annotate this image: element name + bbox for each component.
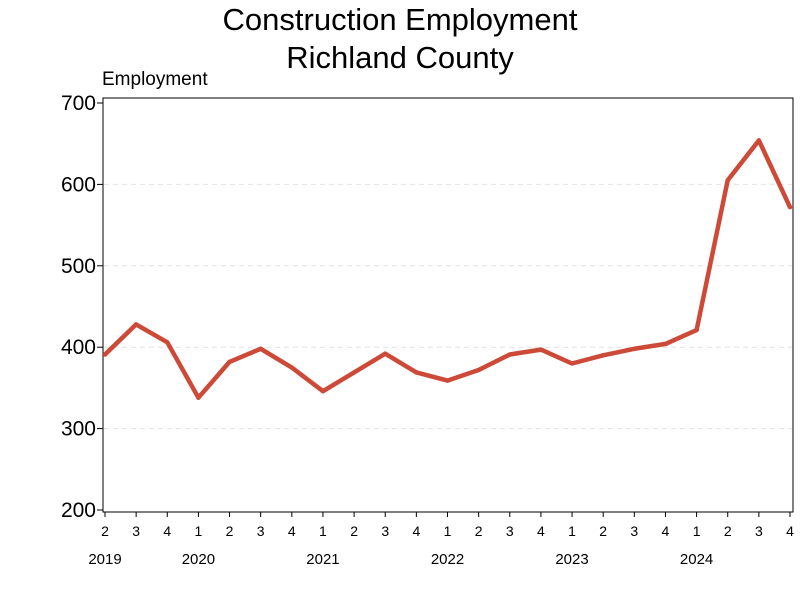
x-axis: 2 3 4 1 2 3 4 1 2 3 4 1 2 3 4 1 2 3 4 1 2 3 4 2019 2020 2021 2022 2… <box>88 512 794 568</box>
data-point <box>600 353 606 358</box>
data-point <box>476 367 481 373</box>
data-point <box>414 370 419 375</box>
data-point <box>538 347 544 352</box>
x-tick-label: 3 <box>257 523 265 539</box>
y-tick-label: 700 <box>61 92 96 115</box>
x-tick-label: 3 <box>506 523 514 539</box>
data-point <box>694 327 699 333</box>
x-tick-label: 1 <box>319 523 327 539</box>
data-point <box>445 378 450 383</box>
data-point <box>663 341 668 347</box>
x-tick-label: 4 <box>412 523 420 539</box>
y-tick-label: 200 <box>61 499 96 522</box>
x-tick-label: 4 <box>288 523 296 539</box>
year-label: 2020 <box>182 551 215 568</box>
data-point <box>569 361 575 366</box>
data-point <box>289 365 295 370</box>
data-point <box>351 370 357 375</box>
x-tick-label: 4 <box>786 523 794 539</box>
y-tick-label: 400 <box>61 336 96 359</box>
y-axis: 200 300 400 500 600 700 <box>61 92 103 522</box>
x-tick-label: 3 <box>755 523 763 539</box>
plot-frame <box>102 97 794 513</box>
data-point <box>320 388 326 394</box>
x-tick-label: 1 <box>693 523 701 539</box>
data-point <box>165 340 170 345</box>
x-tick-label: 4 <box>662 523 670 539</box>
x-tick-label: 2 <box>350 523 358 539</box>
chart-title-line-2: Richland County <box>286 40 514 75</box>
year-label: 2021 <box>306 551 339 568</box>
x-tick-label: 1 <box>444 523 452 539</box>
x-tick-label: 2 <box>724 523 732 539</box>
data-point <box>725 178 730 183</box>
year-label: 2023 <box>555 551 588 568</box>
x-tick-label: 4 <box>163 523 171 539</box>
x-tick-label: 1 <box>568 523 576 539</box>
series-layer <box>102 138 793 400</box>
x-tick-label: 1 <box>195 523 203 539</box>
x-tick-label: 2 <box>599 523 607 539</box>
data-point <box>756 138 762 143</box>
y-axis-label: Employment <box>102 69 208 90</box>
data-point <box>133 322 139 327</box>
x-tick-label: 3 <box>630 523 638 539</box>
gridlines <box>104 183 792 430</box>
data-point <box>787 204 793 210</box>
y-tick-label: 600 <box>61 173 96 196</box>
data-point <box>227 359 232 365</box>
data-point <box>632 346 637 352</box>
data-point <box>258 346 263 352</box>
x-tick-label: 2 <box>475 523 483 539</box>
x-tick-label: 2 <box>226 523 234 539</box>
data-point <box>102 352 108 357</box>
year-label: 2024 <box>680 551 713 568</box>
x-tick-label: 3 <box>381 523 389 539</box>
x-tick-label: 4 <box>537 523 545 539</box>
x-tick-label: 2 <box>101 523 109 539</box>
chart-title-line-1: Construction Employment <box>223 2 578 37</box>
data-point <box>196 395 201 400</box>
year-label: 2019 <box>88 551 121 568</box>
x-tick-label: 3 <box>132 523 140 539</box>
y-tick-label: 300 <box>61 418 96 441</box>
series-line <box>103 138 793 400</box>
year-label: 2022 <box>431 551 464 568</box>
y-tick-label: 500 <box>61 255 96 278</box>
data-point <box>507 352 512 357</box>
data-point <box>383 351 388 356</box>
